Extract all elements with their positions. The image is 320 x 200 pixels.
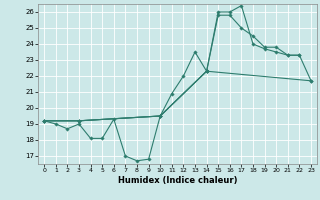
X-axis label: Humidex (Indice chaleur): Humidex (Indice chaleur) — [118, 176, 237, 185]
